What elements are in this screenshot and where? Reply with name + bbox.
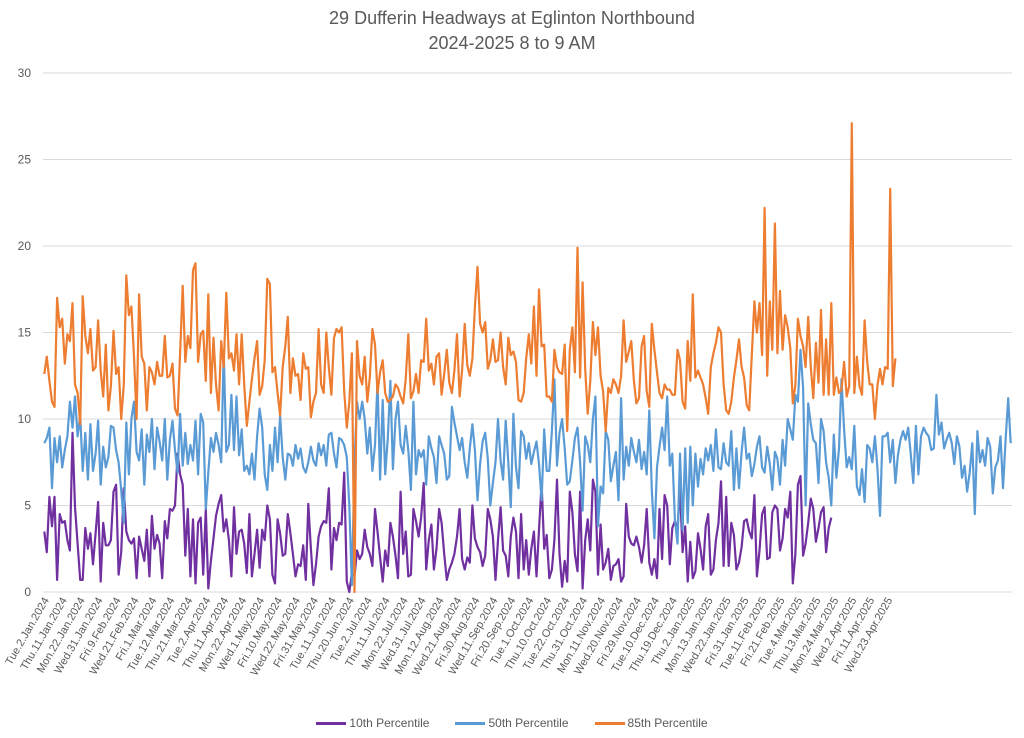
legend-label-85th: 85th Percentile [627,716,708,730]
y-tick-label: 5 [24,499,31,513]
series-lines [43,122,1012,594]
legend-item-10th: 10th Percentile [316,716,429,730]
legend-swatch-85th [594,721,625,725]
gridlines [43,72,1012,593]
y-tick-label: 20 [18,239,32,253]
legend-item-85th: 85th Percentile [594,716,708,730]
y-tick-label: 30 [18,66,32,80]
series-line-85th-percentile [43,122,897,594]
legend-item-50th: 50th Percentile [455,716,569,730]
series-line-10th-percentile [43,431,833,594]
y-tick-label: 0 [24,585,31,599]
legend-label-50th: 50th Percentile [488,716,569,730]
legend-swatch-50th [455,721,486,725]
legend-label-10th: 10th Percentile [349,716,430,730]
x-axis-ticks: Tue.2.Jan.2024Thu.11.Jan.2024Mon.22.Jan.… [3,596,895,678]
chart-subtitle: 2024-2025 8 to 9 AM [428,33,596,53]
series-line-50th-percentile [43,348,1012,587]
y-tick-label: 25 [18,153,32,167]
y-tick-label: 10 [18,412,32,426]
chart-title: 29 Dufferin Headways at Eglinton Northbo… [329,8,695,28]
legend-swatch-10th [316,721,347,725]
y-tick-label: 15 [18,326,32,340]
y-axis-ticks: 0 5 10 15 20 25 30 [18,66,32,599]
line-chart: 0 5 10 15 20 25 30 Tue.2.Jan.2024Thu.11.Jan.20… [3,66,1012,678]
legend: 10th Percentile 50th Percentile 85th Per… [0,716,1024,730]
